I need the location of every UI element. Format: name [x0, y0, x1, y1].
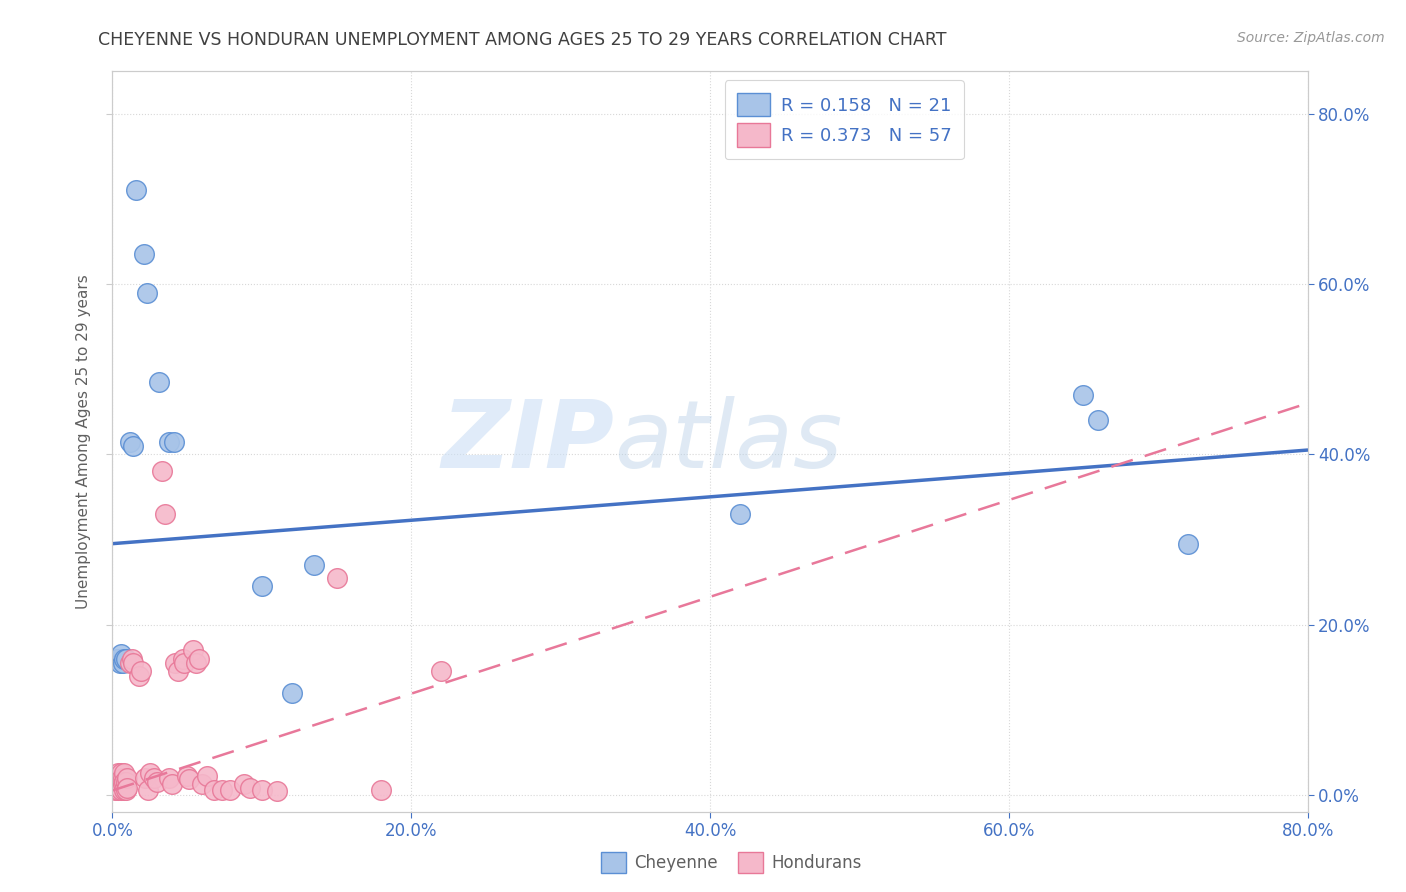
Point — [120, 434, 142, 449]
Point — [111, 771, 134, 785]
Point — [165, 656, 187, 670]
Point — [122, 439, 145, 453]
Point — [111, 777, 134, 791]
Point — [110, 648, 132, 662]
Point — [108, 780, 131, 795]
Legend: Cheyenne, Hondurans: Cheyenne, Hondurans — [595, 846, 868, 880]
Point — [107, 783, 129, 797]
Point — [239, 780, 262, 795]
Point — [181, 643, 204, 657]
Point — [125, 184, 148, 198]
Point — [150, 464, 173, 478]
Point — [117, 771, 139, 785]
Point — [1073, 388, 1095, 402]
Point — [157, 771, 180, 785]
Point — [138, 783, 160, 797]
Point — [172, 651, 194, 665]
Point — [132, 247, 155, 261]
Point — [202, 783, 225, 797]
Point — [148, 375, 170, 389]
Point — [186, 656, 208, 670]
Text: ZIP: ZIP — [441, 395, 614, 488]
Point — [105, 651, 128, 665]
Point — [115, 651, 138, 665]
Point — [104, 783, 127, 797]
Point — [135, 285, 157, 300]
Point — [117, 780, 139, 795]
Point — [105, 771, 128, 785]
Point — [728, 507, 751, 521]
Point — [143, 771, 166, 785]
Point — [115, 775, 138, 789]
Point — [108, 775, 131, 789]
Point — [266, 784, 288, 798]
Point — [122, 656, 145, 670]
Legend: R = 0.158   N = 21, R = 0.373   N = 57: R = 0.158 N = 21, R = 0.373 N = 57 — [724, 80, 965, 160]
Text: Source: ZipAtlas.com: Source: ZipAtlas.com — [1237, 31, 1385, 45]
Point — [173, 656, 195, 670]
Point — [211, 783, 233, 797]
Point — [134, 771, 156, 785]
Point — [281, 685, 304, 699]
Point — [302, 558, 325, 572]
Point — [233, 777, 256, 791]
Point — [191, 777, 214, 791]
Point — [107, 766, 129, 780]
Point — [110, 772, 132, 787]
Point — [104, 779, 127, 793]
Point — [108, 771, 131, 785]
Point — [195, 769, 218, 783]
Point — [325, 571, 347, 585]
Point — [153, 507, 176, 521]
Point — [162, 777, 183, 791]
Point — [139, 766, 162, 780]
Point — [157, 434, 180, 449]
Point — [114, 775, 135, 789]
Point — [110, 783, 132, 797]
Text: atlas: atlas — [614, 396, 842, 487]
Text: CHEYENNE VS HONDURAN UNEMPLOYMENT AMONG AGES 25 TO 29 YEARS CORRELATION CHART: CHEYENNE VS HONDURAN UNEMPLOYMENT AMONG … — [98, 31, 946, 49]
Point — [250, 783, 273, 797]
Point — [188, 651, 211, 665]
Point — [114, 783, 135, 797]
Point — [1177, 536, 1199, 550]
Point — [430, 665, 453, 679]
Point — [146, 775, 169, 789]
Point — [110, 766, 132, 780]
Point — [1087, 413, 1109, 427]
Point — [167, 665, 190, 679]
Point — [105, 775, 128, 789]
Point — [176, 769, 198, 783]
Y-axis label: Unemployment Among Ages 25 to 29 years: Unemployment Among Ages 25 to 29 years — [76, 274, 91, 609]
Point — [370, 783, 392, 797]
Point — [121, 651, 143, 665]
Point — [120, 656, 142, 670]
Point — [114, 651, 135, 665]
Point — [111, 656, 134, 670]
Point — [250, 579, 273, 593]
Point — [177, 772, 200, 787]
Point — [129, 665, 152, 679]
Point — [219, 783, 242, 797]
Point — [107, 779, 129, 793]
Point — [163, 434, 186, 449]
Point — [108, 656, 131, 670]
Point — [114, 766, 135, 780]
Point — [115, 783, 138, 797]
Point — [128, 668, 150, 682]
